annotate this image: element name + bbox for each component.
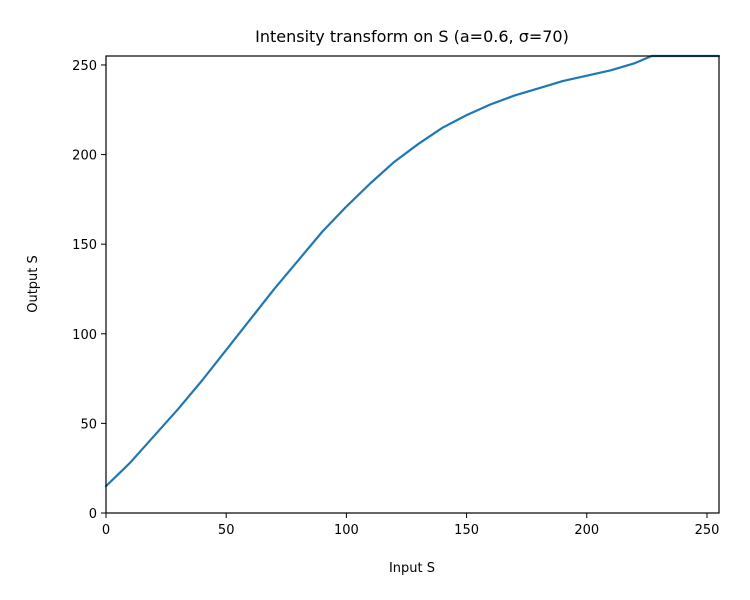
- y-tick-label: 200: [72, 149, 97, 164]
- y-tick-label: 0: [89, 507, 97, 522]
- x-tick-label: 200: [574, 523, 599, 538]
- x-tick-label: 50: [218, 523, 235, 538]
- plot-frame: [105, 55, 720, 514]
- series-line: [104, 54, 721, 488]
- x-tick-label: 0: [102, 523, 110, 538]
- chart-title: Intensity transform on S (a=0.6, σ=70): [255, 27, 569, 46]
- y-tick-label: 250: [72, 59, 97, 74]
- x-tick-label: 250: [695, 523, 720, 538]
- x-tick-label: 150: [454, 523, 479, 538]
- y-tick-label: 100: [72, 328, 97, 343]
- y-axis: 0 50 100 150 200 250: [72, 59, 106, 522]
- y-tick-label: 50: [80, 417, 97, 432]
- x-axis-label: Input S: [389, 561, 435, 576]
- y-axis-label: Output S: [26, 255, 41, 313]
- x-tick-label: 100: [334, 523, 359, 538]
- plot-area: [104, 54, 721, 488]
- y-tick-label: 150: [72, 238, 97, 253]
- x-axis: 0 50 100 150 200 250: [102, 513, 720, 538]
